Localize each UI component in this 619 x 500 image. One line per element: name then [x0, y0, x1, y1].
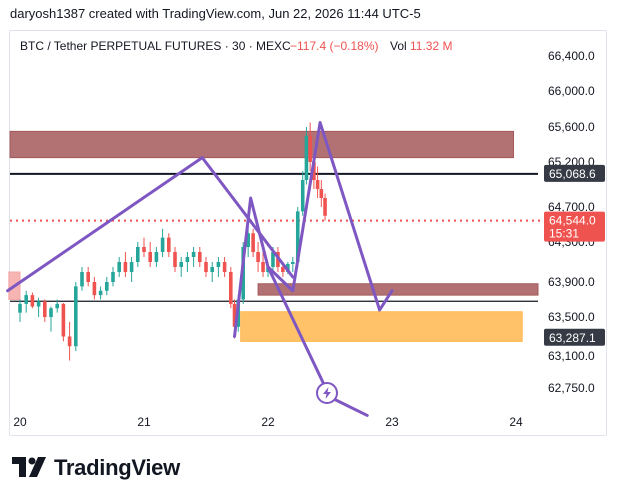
candle-48	[295, 211, 300, 262]
legend-symbol: BTC / Tether PERPETUAL FUTURES · 30 · ME…	[20, 39, 291, 53]
purple-path-right	[233, 121, 394, 338]
x-tick-2: 22	[261, 415, 275, 429]
tradingview-brand[interactable]: TradingView	[12, 455, 180, 481]
legend-change: −117.4 (−0.18%)	[290, 39, 379, 53]
candle-8	[67, 336, 72, 347]
candle-17	[123, 262, 128, 272]
price-label-bg-0	[544, 164, 605, 182]
candle-52	[312, 162, 316, 180]
candle-18	[129, 262, 134, 272]
candle-24	[167, 237, 171, 252]
tradingview-logo-icon	[12, 457, 46, 477]
x-tick-3: 23	[385, 415, 399, 429]
candle-10	[80, 272, 84, 287]
price-label-1: 64,544.0	[549, 214, 596, 228]
demand-zone	[240, 311, 523, 342]
price-label-bg-2	[544, 328, 605, 346]
candle-21	[148, 252, 152, 262]
candle-47	[291, 262, 295, 264]
candle-27	[185, 257, 190, 262]
price-label-bg-1	[544, 211, 605, 242]
candle-43	[271, 252, 275, 267]
candle-1	[24, 295, 28, 304]
candle-34	[229, 272, 233, 304]
candle-51	[308, 135, 312, 162]
legend-vol-label: Vol	[390, 39, 407, 53]
price-label-sub-1: 15:31	[549, 227, 579, 241]
chart-frame	[9, 30, 607, 436]
candle-35	[232, 303, 237, 327]
y-tick-7: 63,500.0	[548, 310, 595, 324]
price-label-2: 63,287.1	[549, 331, 596, 345]
candle-22	[154, 252, 159, 262]
x-tick-1: 21	[137, 415, 151, 429]
y-tick-8: 63,100.0	[548, 349, 595, 363]
candle-15	[111, 272, 115, 282]
candle-33	[222, 262, 227, 272]
candle-6	[55, 303, 59, 309]
candle-12	[92, 282, 97, 296]
candle-31	[210, 267, 214, 272]
x-tick-0: 20	[13, 415, 27, 429]
price-label-0: 65,068.6	[549, 167, 596, 181]
candle-54	[319, 189, 324, 198]
supply-zone-lower	[257, 283, 539, 296]
candle-5	[49, 308, 53, 317]
candle-14	[105, 282, 109, 291]
y-tick-0: 66,400.0	[548, 49, 595, 63]
candle-20	[142, 247, 146, 252]
candle-55	[323, 198, 327, 216]
candle-45	[281, 267, 285, 272]
candle-13	[98, 290, 103, 296]
candle-41	[261, 262, 265, 272]
candle-30	[204, 262, 208, 272]
candle-26	[179, 262, 183, 267]
candle-25	[173, 252, 177, 267]
lightning-icon[interactable]	[316, 382, 338, 404]
candle-16	[117, 262, 121, 272]
y-tick-4: 64,700.0	[548, 200, 595, 214]
legend-vol-value: 11.32 M	[410, 39, 452, 53]
supply-zone-upper	[9, 130, 515, 159]
candle-9	[74, 286, 78, 347]
candle-29	[198, 252, 202, 262]
candle-38	[246, 233, 250, 247]
candle-49	[300, 180, 305, 212]
candle-50	[304, 135, 309, 180]
candle-7	[61, 303, 66, 337]
candle-32	[216, 262, 221, 267]
y-tick-1: 66,000.0	[548, 84, 595, 98]
candle-2	[30, 295, 35, 307]
tradingview-wordmark: TradingView	[54, 455, 180, 480]
candle-3	[36, 301, 41, 307]
y-tick-6: 63,900.0	[548, 275, 595, 289]
candle-23	[160, 237, 165, 252]
y-tick-2: 65,600.0	[548, 120, 595, 134]
candle-11	[86, 272, 90, 282]
chart-caption: daryosh1387 created with TradingView.com…	[10, 6, 421, 21]
candle-19	[136, 247, 140, 262]
candle-39	[251, 233, 255, 252]
purple-path-left	[6, 156, 295, 293]
candle-28	[191, 252, 196, 257]
candle-40	[256, 252, 260, 262]
candle-0	[18, 303, 22, 313]
candle-4	[43, 301, 47, 317]
x-tick-4: 24	[509, 415, 523, 429]
y-tick-9: 62,750.0	[548, 381, 595, 395]
candle-53	[315, 180, 320, 189]
